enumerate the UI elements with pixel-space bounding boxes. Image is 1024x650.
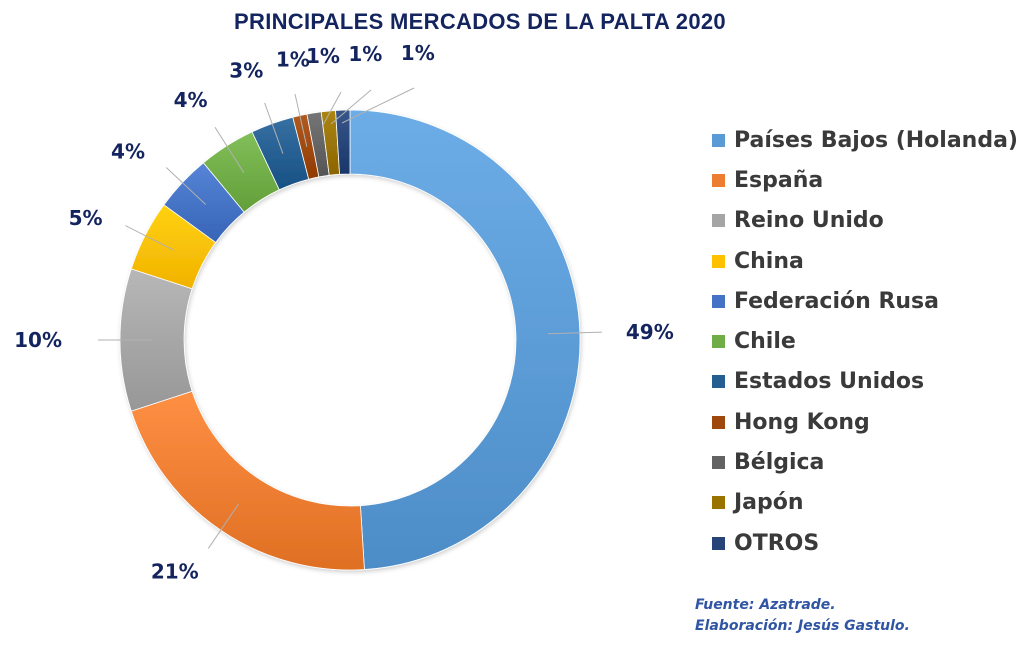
data-label-hong-kong: 1% [276, 47, 310, 71]
legend-item-chile: Chile [712, 321, 1018, 361]
legend-item-estados-unidos: Estados Unidos [712, 362, 1018, 402]
legend-swatch [712, 214, 725, 228]
legend-label: Japón [734, 490, 804, 516]
leader-line-otros [341, 87, 415, 124]
legend-item-china: China [712, 241, 1018, 281]
legend-label: España [734, 167, 824, 193]
legend-label: OTROS [734, 530, 820, 556]
leader-line-paises-bajos-holanda [547, 331, 602, 335]
legend-item-belgica: Bélgica [712, 442, 1018, 482]
legend-label: Reino Unido [734, 208, 884, 234]
source-line: Fuente: Azatrade. [695, 597, 836, 613]
legend-item-paises-bajos-holanda: Países Bajos (Holanda) [712, 120, 1018, 160]
legend-item-espana: España [712, 160, 1018, 200]
leader-line-china [125, 225, 174, 251]
leader-line-estados-unidos [264, 102, 284, 154]
legend-swatch [712, 335, 725, 349]
leader-line-federacion-rusa [165, 167, 207, 205]
leader-line-espana [207, 503, 240, 549]
legend-label: Países Bajos (Holanda) [734, 127, 1018, 153]
data-label-federacion-rusa: 4% [111, 140, 145, 164]
legend-item-federacion-rusa: Federación Rusa [712, 281, 1018, 321]
leader-line-chile [214, 126, 245, 174]
legend-label: Bélgica [734, 450, 825, 476]
legend-label: Chile [734, 329, 796, 355]
data-label-paises-bajos-holanda: 49% [626, 320, 674, 344]
legend-item-reino-unido: Reino Unido [712, 201, 1018, 241]
legend-swatch [712, 173, 725, 187]
data-label-estados-unidos: 3% [229, 58, 263, 82]
legend-swatch [712, 496, 725, 510]
legend-swatch [712, 456, 725, 470]
legend-item-otros: OTROS [712, 523, 1018, 563]
legend-swatch [712, 375, 725, 389]
leader-line-hong-kong [294, 93, 308, 147]
chart-title: PRINCIPALES MERCADOS DE LA PALTA 2020 [234, 9, 726, 34]
legend-label: Hong Kong [734, 409, 870, 435]
data-label-chile: 4% [174, 88, 208, 112]
data-label-otros: 1% [401, 41, 435, 65]
legend-item-hong-kong: Hong Kong [712, 402, 1018, 442]
data-label-china: 5% [69, 206, 103, 230]
legend-swatch [712, 294, 725, 308]
data-label-japon: 1% [348, 42, 382, 66]
legend-swatch [712, 415, 725, 429]
leader-line-belgica [322, 91, 342, 126]
legend-swatch [712, 536, 725, 550]
leader-line-japon [330, 89, 372, 125]
credit-line: Elaboración: Jesús Gastulo. [695, 618, 910, 634]
legend-swatch [712, 254, 725, 268]
legend-label: China [734, 248, 804, 274]
chart-legend: Países Bajos (Holanda) España Reino Unido C… [712, 120, 1018, 563]
legend-item-japon: Japón [712, 483, 1018, 523]
data-label-reino-unido: 10% [14, 328, 62, 352]
legend-label: Estados Unidos [734, 369, 925, 395]
source-note: Fuente: Azatrade. Elaboración: Jesús Gas… [695, 595, 910, 637]
legend-label: Federación Rusa [734, 288, 939, 314]
data-label-belgica: 1% [306, 44, 340, 68]
legend-swatch [712, 133, 725, 147]
slice-otros [335, 109, 351, 175]
slice-paises-bajos-holanda [349, 109, 581, 570]
data-label-espana: 21% [151, 560, 199, 584]
slice-espana [130, 390, 365, 571]
